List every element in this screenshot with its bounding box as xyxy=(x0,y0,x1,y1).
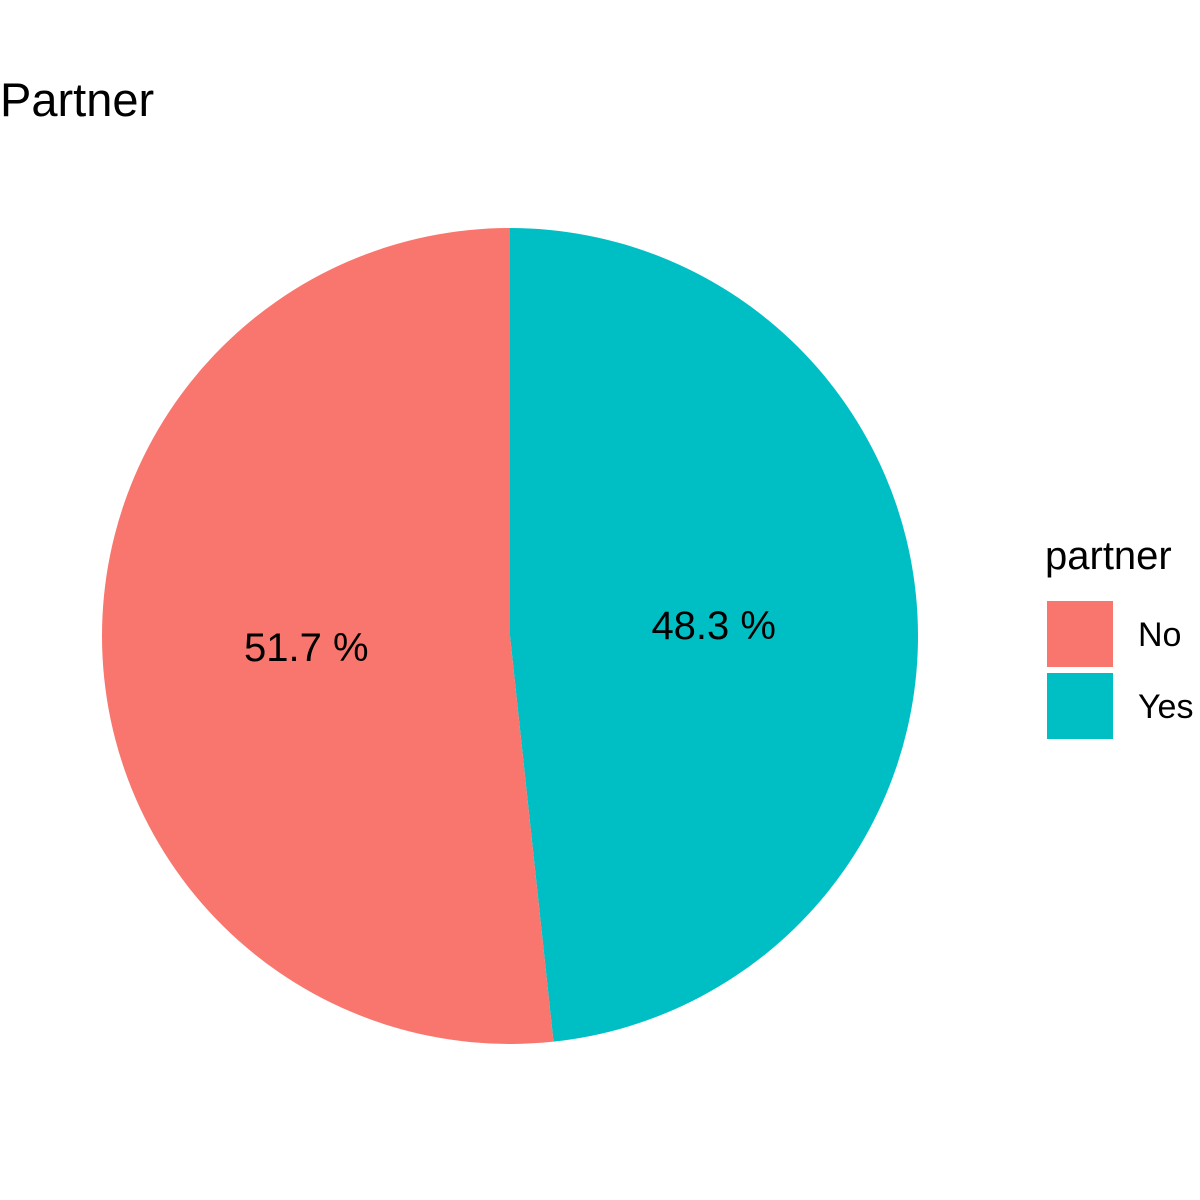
legend-key-yes xyxy=(1047,673,1113,739)
chart-title: Partner xyxy=(0,73,154,126)
slice-label-yes: 48.3 % xyxy=(651,604,776,648)
legend-key-no xyxy=(1047,601,1113,667)
slice-label-no: 51.7 % xyxy=(244,626,369,670)
pie-slices xyxy=(102,228,919,1044)
pie-slice-yes xyxy=(510,228,919,1042)
pie-slice-labels: 48.3 % 51.7 % xyxy=(244,604,776,670)
legend-entries: No Yes xyxy=(1047,601,1193,739)
pie-slice-no xyxy=(102,228,554,1044)
legend-label-no: No xyxy=(1138,616,1181,654)
legend: partner No Yes xyxy=(1045,534,1193,739)
legend-label-yes: Yes xyxy=(1138,688,1193,726)
legend-title: partner xyxy=(1045,534,1172,578)
